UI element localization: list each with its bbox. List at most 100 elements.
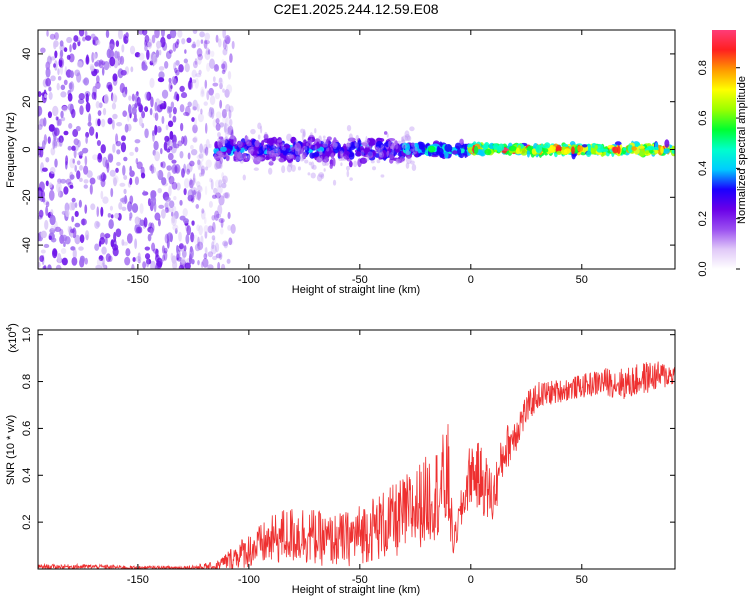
spectrogram-cell <box>410 142 416 148</box>
spectrogram-cell <box>332 179 337 186</box>
spectrogram-cell <box>215 213 221 219</box>
spectrogram-cell <box>154 151 161 162</box>
spectrogram-cell <box>149 52 156 63</box>
spectrogram-cell <box>207 49 211 55</box>
spectrogram-cell <box>648 145 654 151</box>
spectrogram-cell <box>160 30 165 38</box>
spectrogram-cell <box>112 175 119 184</box>
spectrogram-cell <box>302 150 307 159</box>
spectrogram-cell <box>67 92 73 102</box>
spectrogram-cell <box>95 101 100 109</box>
spectrogram-cell <box>102 196 109 204</box>
spectrogram-cell <box>38 124 43 130</box>
spectrogram-cell <box>155 40 162 49</box>
spectrogram-cell <box>221 108 227 119</box>
spectrogram-cell <box>164 196 171 202</box>
spectrogram-cell <box>181 38 186 45</box>
spectrogram-cell <box>288 154 295 159</box>
spectrogram-cell <box>100 178 106 188</box>
spectrogram-cell <box>191 258 195 265</box>
spectrogram-cell <box>236 145 240 153</box>
spectrogram-cell <box>124 256 131 266</box>
spectrogram-cell <box>222 39 227 50</box>
spectrogram-cell <box>218 77 223 83</box>
spectrogram-cell <box>122 165 126 176</box>
spectrogram-cell <box>391 148 395 155</box>
spectrogram-cell <box>172 141 177 149</box>
spectrogram-cell <box>320 155 323 161</box>
spectrogram-cell <box>197 236 200 247</box>
spectrogram-cell <box>221 69 226 75</box>
spectrogram-cell <box>318 172 325 178</box>
spectrogram-cell <box>239 149 245 153</box>
spectrogram-cell <box>257 134 261 140</box>
spectrogram-cell <box>70 231 74 238</box>
spectrogram-cell <box>192 137 198 143</box>
spectrogram-cell <box>92 39 96 45</box>
spectrogram-cell <box>195 181 201 187</box>
spectrogram-cell <box>55 116 59 121</box>
spectrogram-cell <box>208 201 213 208</box>
spectrogram-cell <box>130 66 134 73</box>
spectrogram-cell <box>129 151 134 156</box>
snr-scale-close: ) <box>7 323 19 327</box>
spectrogram-cell <box>405 162 410 169</box>
spectrogram-cell <box>256 156 263 162</box>
spectrogram-cell <box>100 60 106 66</box>
spectrogram-cell <box>205 166 209 171</box>
spectrogram-cell <box>87 121 92 127</box>
spectrogram-cell <box>210 107 215 119</box>
spectrogram-cell <box>38 209 44 218</box>
spectrogram-cell <box>93 53 97 60</box>
spectrogram-cell <box>78 92 85 101</box>
spectrogram-cell <box>269 158 273 164</box>
spectrogram-cell <box>201 88 205 97</box>
spectrogram-cell <box>166 200 170 206</box>
spectrogram-cell <box>179 199 183 206</box>
spectrogram-cell <box>104 233 111 239</box>
spectrogram-cell <box>190 232 195 243</box>
spectrogram-cell <box>196 241 204 251</box>
spectrogram-cell <box>73 148 77 159</box>
spectrogram-cell <box>129 165 132 174</box>
spectrogram-cell <box>229 118 233 127</box>
spectrogram-cell <box>275 156 281 160</box>
spectrogram-cell <box>50 237 57 243</box>
spectrogram-cell <box>76 170 81 180</box>
spectrogram-cell <box>74 165 78 173</box>
spectrogram-cell <box>168 185 172 197</box>
spectrogram-cell <box>339 150 344 156</box>
spectrogram-cell <box>222 48 228 56</box>
spectrogram-cell <box>411 163 417 172</box>
spectrogram-cell <box>171 215 176 224</box>
spectrogram-cell <box>54 158 58 168</box>
spectrogram-cell <box>454 142 462 150</box>
spectrogram-cell <box>217 261 221 269</box>
spectrogram-cell <box>294 139 299 144</box>
spectrogram-cell <box>577 145 584 152</box>
spectrogram-cell <box>233 137 237 144</box>
spectrogram-cell <box>654 150 659 154</box>
spectrogram-cell <box>100 172 106 182</box>
spectrogram-cell <box>138 104 144 113</box>
spectrogram-cell <box>225 44 229 52</box>
spectrogram-cell <box>96 175 102 180</box>
spectrogram-cell <box>295 156 300 162</box>
spectrogram-cell <box>154 101 158 112</box>
spectrogram-cell <box>221 172 225 179</box>
spectrogram-cell <box>47 136 51 144</box>
spectrogram-cell <box>189 178 193 186</box>
spectrogram-cell <box>390 145 393 149</box>
spectrogram-y-ticks: -40 -20 0 20 40 <box>21 48 675 253</box>
spectrogram-cell <box>48 182 53 188</box>
spectrogram-cell <box>119 182 126 187</box>
spectrogram-cell <box>206 62 211 72</box>
spectrogram-cell <box>98 102 103 109</box>
spectrogram-cell <box>100 206 104 217</box>
spectrogram-cell <box>201 208 205 214</box>
spectrogram-cell <box>119 55 125 65</box>
spectrogram-cell <box>294 142 302 152</box>
spectrogram-cell <box>112 73 118 82</box>
spectrogram-cell <box>48 189 55 201</box>
